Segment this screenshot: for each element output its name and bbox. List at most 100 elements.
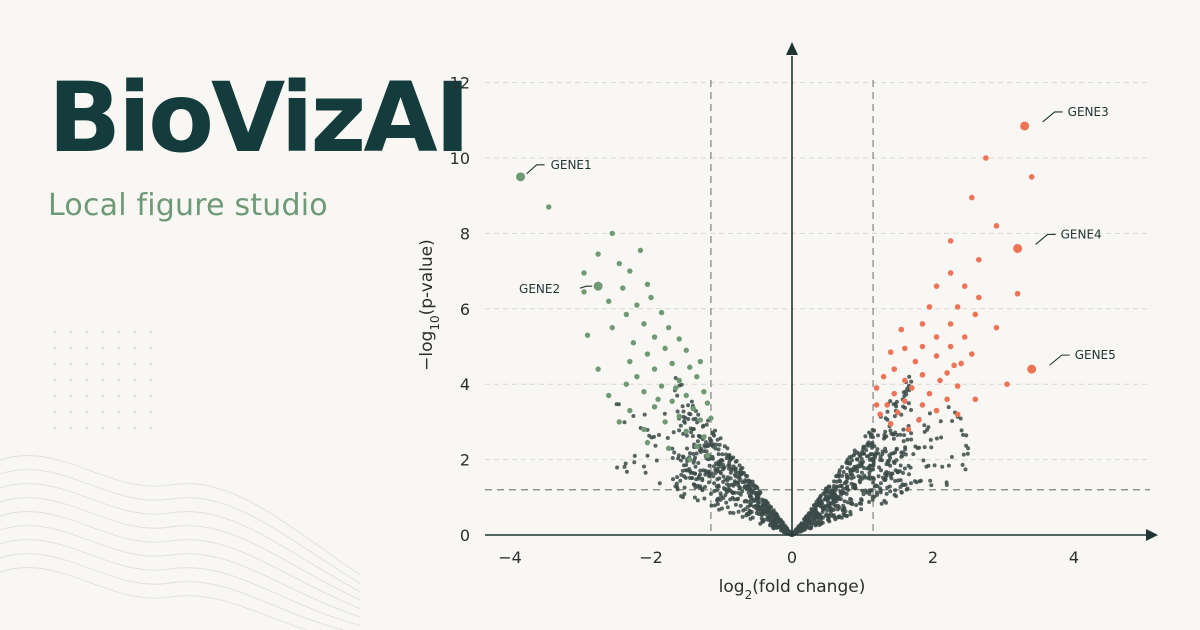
ns-point xyxy=(683,415,688,420)
decor-dot xyxy=(101,346,105,350)
ns-point xyxy=(908,465,913,470)
ns-point xyxy=(840,473,845,478)
brand-title: BioVizAI xyxy=(48,62,470,174)
ns-point xyxy=(622,420,627,425)
labeled-gene-point xyxy=(1027,364,1037,374)
down-regulated-point xyxy=(669,360,675,367)
ns-point xyxy=(883,471,888,476)
ns-point xyxy=(894,447,899,452)
gene-leader-line xyxy=(1049,354,1070,366)
ns-point xyxy=(850,458,854,463)
ns-point xyxy=(921,458,926,463)
decor-dot xyxy=(69,346,73,350)
down-regulated-point xyxy=(687,364,693,370)
ns-point xyxy=(893,450,897,455)
ns-point xyxy=(695,483,700,488)
ns-point xyxy=(748,501,753,505)
down-regulated-point xyxy=(584,332,591,338)
ns-point xyxy=(861,445,866,450)
ns-point xyxy=(875,447,880,452)
ns-point xyxy=(683,475,688,480)
ns-point xyxy=(899,450,904,455)
down-regulated-point xyxy=(665,445,672,451)
ns-point xyxy=(766,514,771,519)
up-regulated-point xyxy=(894,409,901,416)
ns-point xyxy=(867,457,872,462)
ns-point xyxy=(743,484,747,489)
ns-point xyxy=(884,500,888,505)
ns-point xyxy=(682,485,687,490)
up-regulated-point xyxy=(933,283,940,289)
ns-point xyxy=(729,482,734,487)
ns-point xyxy=(902,433,907,438)
down-regulated-point xyxy=(658,309,665,316)
ns-point xyxy=(883,429,888,434)
up-regulated-point xyxy=(947,321,954,327)
ns-point xyxy=(892,414,897,419)
ns-point xyxy=(677,383,682,388)
ns-point xyxy=(688,469,693,474)
ns-point xyxy=(883,477,888,481)
ns-point xyxy=(728,510,733,515)
ns-point xyxy=(909,408,913,412)
x-tick-label: −2 xyxy=(639,548,663,567)
down-regulated-point xyxy=(651,404,658,410)
ns-point xyxy=(827,505,832,510)
ns-point xyxy=(657,433,661,437)
ns-point xyxy=(877,465,881,470)
ns-point xyxy=(895,433,900,437)
ns-point xyxy=(733,466,738,471)
ns-point xyxy=(680,468,685,473)
tick-labels: −4 −2 0 2 4 0 2 4 6 8 10 12 xyxy=(450,74,1079,567)
down-regulated-point xyxy=(627,407,633,414)
ns-point xyxy=(696,476,701,481)
ns-point xyxy=(714,488,719,493)
up-regulated-point xyxy=(944,396,950,403)
decor-dot xyxy=(133,346,137,350)
ns-point xyxy=(868,464,873,468)
down-regulated-point xyxy=(623,381,630,387)
ns-point xyxy=(839,483,844,488)
decor-dot xyxy=(101,362,105,366)
ns-point xyxy=(940,464,945,469)
down-regulated-point xyxy=(665,324,672,331)
decor-contour-line xyxy=(0,497,360,601)
up-regulated-point xyxy=(954,304,961,310)
decor-dot xyxy=(85,362,89,366)
ns-point xyxy=(747,487,752,492)
ns-point xyxy=(822,504,827,509)
gene-leader-line xyxy=(526,164,545,175)
ns-point xyxy=(860,451,865,456)
ns-point xyxy=(889,451,894,456)
ns-point xyxy=(725,505,730,510)
ns-point xyxy=(676,453,681,458)
ns-point xyxy=(714,442,719,447)
ns-point xyxy=(731,511,736,515)
ns-point xyxy=(709,503,714,508)
ns-point xyxy=(723,493,728,498)
ns-point xyxy=(856,474,861,479)
ns-point xyxy=(859,457,864,461)
ns-point xyxy=(841,503,846,508)
ns-point xyxy=(876,433,880,438)
ns-point xyxy=(870,458,875,463)
ns-point xyxy=(882,433,887,437)
decorative-background-pattern xyxy=(0,330,360,630)
ns-point xyxy=(837,470,842,475)
ns-point xyxy=(759,512,764,517)
ns-point xyxy=(863,475,868,480)
down-regulated-point xyxy=(606,298,612,304)
ns-point xyxy=(712,464,716,469)
up-regulated-point xyxy=(972,396,979,403)
ns-point xyxy=(728,470,733,475)
ns-point xyxy=(746,478,751,483)
up-regulated-point xyxy=(880,373,887,380)
ns-point xyxy=(716,452,721,457)
ns-point xyxy=(632,453,637,458)
down-regulated-point xyxy=(609,230,615,237)
ns-point xyxy=(754,497,759,502)
ns-point xyxy=(727,487,732,492)
ns-point xyxy=(675,393,680,398)
ns-point xyxy=(909,379,914,384)
ns-point xyxy=(693,471,697,476)
